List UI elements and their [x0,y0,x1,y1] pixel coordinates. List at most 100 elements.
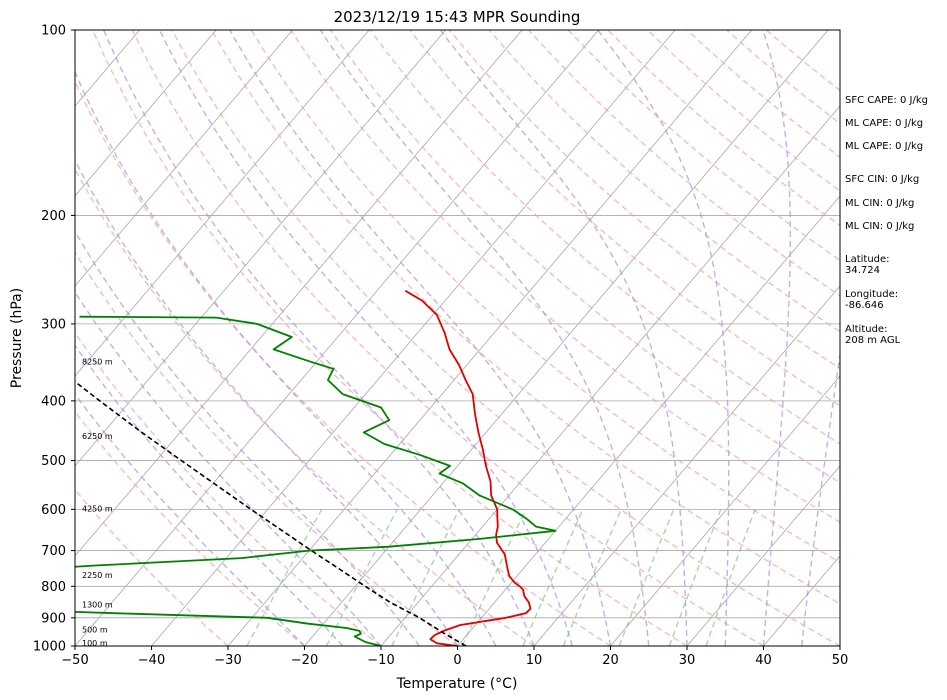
dry-adiabat [528,30,840,297]
dry-adiabat [75,251,458,646]
x-tick-label: −10 [367,653,394,668]
height-label: 1300 m [82,600,113,609]
dry-adiabat [329,30,840,484]
isotherm-line [533,285,840,646]
dry-adiabat [75,79,611,646]
side-stat-text: SFC CAPE: 0 J/kg [845,95,928,106]
x-axis-ticks: −50 −40 −30 −20 −10 0 10 20 30 40 50 [61,646,848,668]
dewpoint-profile [75,315,557,646]
y-tick-label: 600 [41,503,66,518]
x-tick-label: 30 [679,653,696,668]
moist-adiabat [801,350,840,646]
isotherm-line [686,465,840,646]
moist-adiabat [75,158,459,646]
mixing-ratio-line [246,508,323,646]
x-tick-label: −30 [214,653,241,668]
moist-adiabat [158,30,573,646]
mixing-ratio-line [522,509,584,646]
plot-frame [74,29,841,647]
y-axis-label: Pressure (hPa) [9,288,25,388]
dry-adiabat [290,30,840,523]
moist-adiabat [597,30,730,646]
dry-adiabat [92,30,688,646]
moist-adiabat [75,393,305,646]
moist-adiabat [75,230,420,646]
moist-adiabat [319,30,650,646]
height-label: 4250 m [82,504,113,513]
y-tick-label: 900 [41,611,66,626]
moist-adiabat [762,30,791,646]
y-tick-label: 800 [41,580,66,595]
background-lines [75,30,840,646]
mixing-ratio-line [668,509,722,646]
y-axis-ticks: 100 200 300 400 500 600 700 800 900 1000 [33,24,75,655]
y-tick-label: 200 [41,209,66,224]
side-stat-text: SFC CIN: 0 J/kg [845,174,919,185]
isotherm-line [151,30,676,646]
isotherm-line [380,105,840,646]
side-stat-text: ML CAPE: 0 J/kg [845,118,923,129]
mixing-ratio-line [391,508,460,646]
isotherm-line [75,30,599,646]
dry-adiabat [171,30,840,646]
moist-adiabat [439,30,688,646]
y-tick-label: 400 [41,394,66,409]
side-stat-text: 34.724 [845,265,880,276]
height-label: 500 m [82,626,108,635]
isotherm-line [610,375,840,646]
height-label: 100 m [82,639,108,648]
x-tick-label: −50 [61,653,88,668]
moist-adiabat [103,30,535,646]
dry-adiabat [75,331,382,646]
x-axis-label: Temperature (°C) [396,676,518,692]
height-label: 8250 m [82,357,113,366]
x-tick-label: 40 [755,653,772,668]
mixing-ratio-line [461,509,527,646]
isotherm-line [304,30,829,646]
moist-adiabat [75,344,344,646]
data-series [75,289,557,646]
isotherm-line [75,30,293,287]
side-stat-text: -86.646 [845,300,884,311]
side-stat-text: ML CIN: 0 J/kg [845,221,914,232]
mixing-ratio-line [325,508,398,646]
y-tick-label: 1000 [33,640,66,655]
side-stat-text: ML CAPE: 0 J/kg [845,141,923,152]
side-panel: SFC CAPE: 0 J/kg ML CAPE: 0 J/kg ML CAPE: … [845,95,928,346]
mixing-ratio-line [562,509,622,646]
y-tick-label: 100 [41,24,66,39]
isotherm-line [457,195,840,646]
isotherm-line [75,30,370,377]
side-stat-text: 208 m AGL [845,335,901,346]
isotherm-line [75,30,446,467]
height-label: 6250 m [82,432,113,441]
y-tick-label: 500 [41,454,66,469]
parcel-profile [75,380,467,646]
x-tick-label: 10 [526,653,543,668]
isotherm-line [75,30,217,197]
x-tick-label: 50 [832,653,849,668]
y-tick-label: 700 [41,544,66,559]
dry-adiabat [210,30,840,605]
mixing-ratio-line [705,509,756,646]
x-tick-label: 20 [602,653,619,668]
dry-adiabat [75,488,229,646]
dry-adiabat [75,410,305,646]
dry-adiabat [75,167,535,646]
chart-title: 2023/12/19 15:43 MPR Sounding [334,8,581,26]
isotherm-line [227,30,752,646]
height-labels: 100 m 500 m 1300 m 2250 m 4250 m 6250 m 8250 m [82,357,113,647]
side-stat-text: Latitude: [845,254,890,265]
side-stat-text: ML CIN: 0 J/kg [845,198,914,209]
side-stat-text: Longitude: [845,289,898,300]
x-tick-label: 0 [453,653,461,668]
y-tick-label: 300 [41,317,66,332]
x-tick-label: −40 [138,653,165,668]
height-label: 2250 m [82,571,113,580]
dry-adiabat [409,30,840,407]
side-stat-text: Altitude: [845,324,887,335]
dry-adiabat [131,30,764,646]
moist-adiabat [229,30,612,646]
temperature-profile [404,289,532,646]
